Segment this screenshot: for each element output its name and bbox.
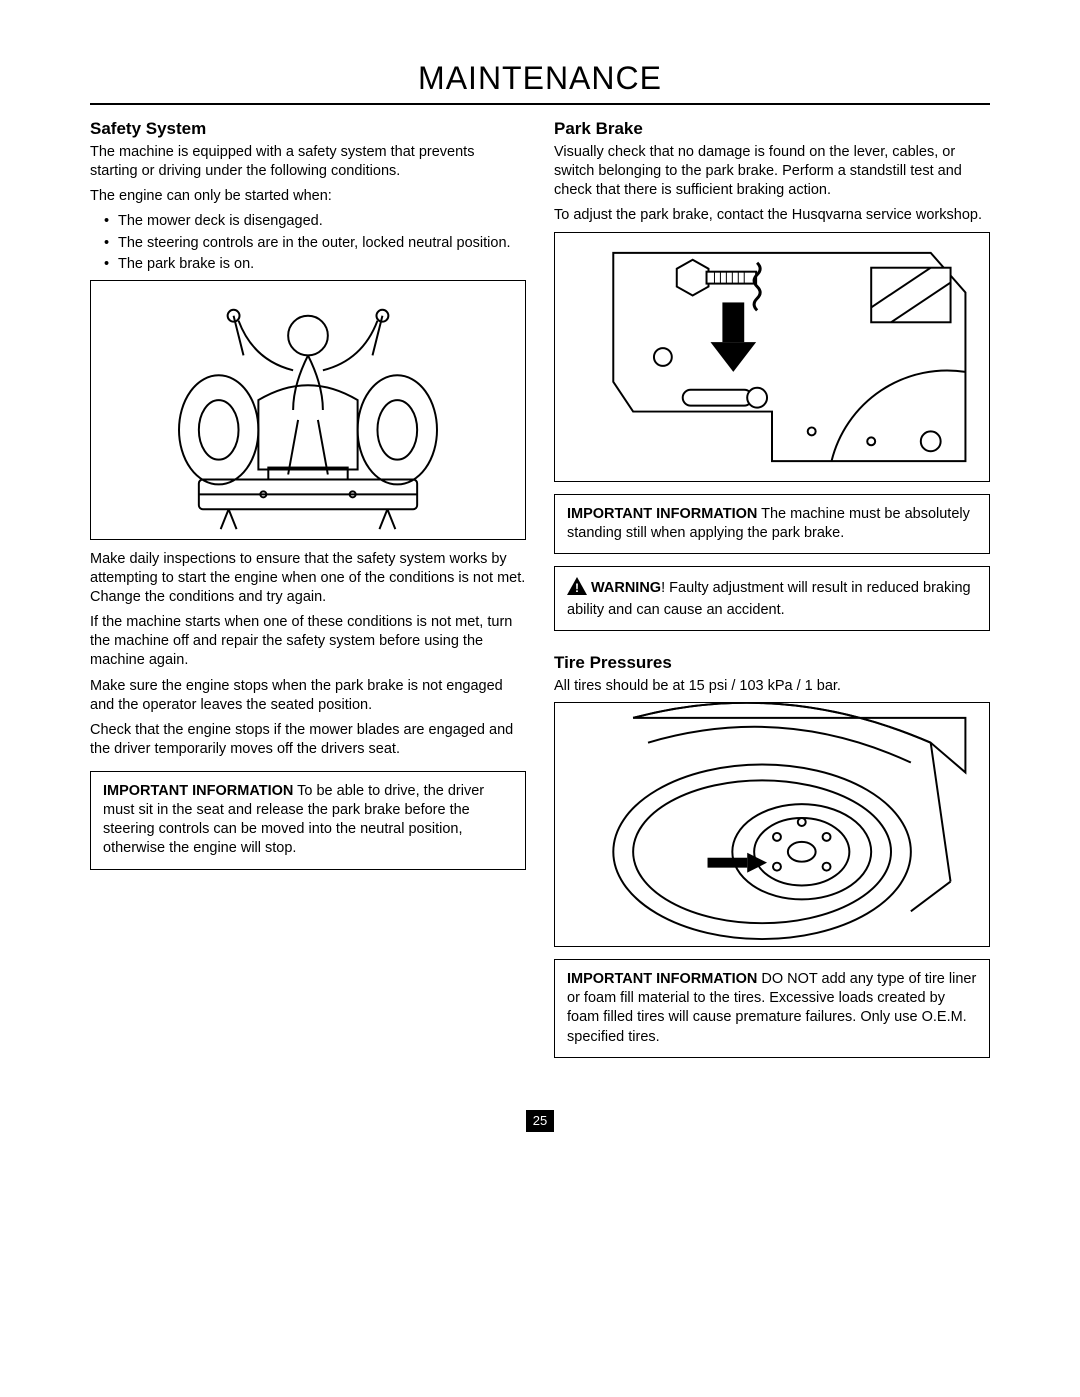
park-brake-figure (554, 232, 990, 482)
page-number: 25 (526, 1110, 554, 1132)
safety-p1: The machine is equipped with a safety sy… (90, 143, 526, 181)
right-column: Park Brake Visually check that no damage… (554, 117, 990, 1070)
warn-lead: WARNING (591, 580, 661, 596)
left-column: Safety System The machine is equipped wi… (90, 117, 526, 1070)
tire-pressure-figure (554, 702, 990, 947)
safety-important-info-box: IMPORTANT INFORMATION To be able to driv… (90, 771, 526, 870)
info-lead: IMPORTANT INFORMATION (103, 783, 293, 799)
mower-operator-illustration (91, 281, 525, 539)
info-lead: IMPORTANT INFORMATION (567, 506, 757, 522)
park-warning-box: ! WARNING! Faulty adjustment will result… (554, 566, 990, 631)
safety-p4: If the machine starts when one of these … (90, 613, 526, 670)
park-important-info-box: IMPORTANT INFORMATION The machine must b… (554, 494, 990, 554)
safety-p6: Check that the engine stops if the mower… (90, 721, 526, 759)
info-lead: IMPORTANT INFORMATION (567, 971, 757, 987)
tire-p1: All tires should be at 15 psi / 103 kPa … (554, 677, 990, 696)
park-brake-heading: Park Brake (554, 119, 990, 139)
page-title: MAINTENANCE (90, 60, 990, 105)
safety-bullet-list: The mower deck is disengaged. The steeri… (90, 212, 526, 273)
safety-p2: The engine can only be started when: (90, 187, 526, 206)
list-item: The park brake is on. (104, 255, 526, 274)
park-p2: To adjust the park brake, contact the Hu… (554, 206, 990, 225)
tire-pressures-heading: Tire Pressures (554, 653, 990, 673)
park-brake-illustration (555, 233, 989, 481)
svg-text:!: ! (575, 581, 579, 595)
warning-triangle-icon: ! (567, 577, 587, 601)
two-column-layout: Safety System The machine is equipped wi… (90, 117, 990, 1070)
tire-illustration (555, 703, 989, 946)
safety-p5: Make sure the engine stops when the park… (90, 677, 526, 715)
list-item: The steering controls are in the outer, … (104, 234, 526, 253)
safety-system-heading: Safety System (90, 119, 526, 139)
safety-system-figure (90, 280, 526, 540)
list-item: The mower deck is disengaged. (104, 212, 526, 231)
tire-important-info-box: IMPORTANT INFORMATION DO NOT add any typ… (554, 959, 990, 1058)
safety-p3: Make daily inspections to ensure that th… (90, 550, 526, 607)
park-p1: Visually check that no damage is found o… (554, 143, 990, 200)
